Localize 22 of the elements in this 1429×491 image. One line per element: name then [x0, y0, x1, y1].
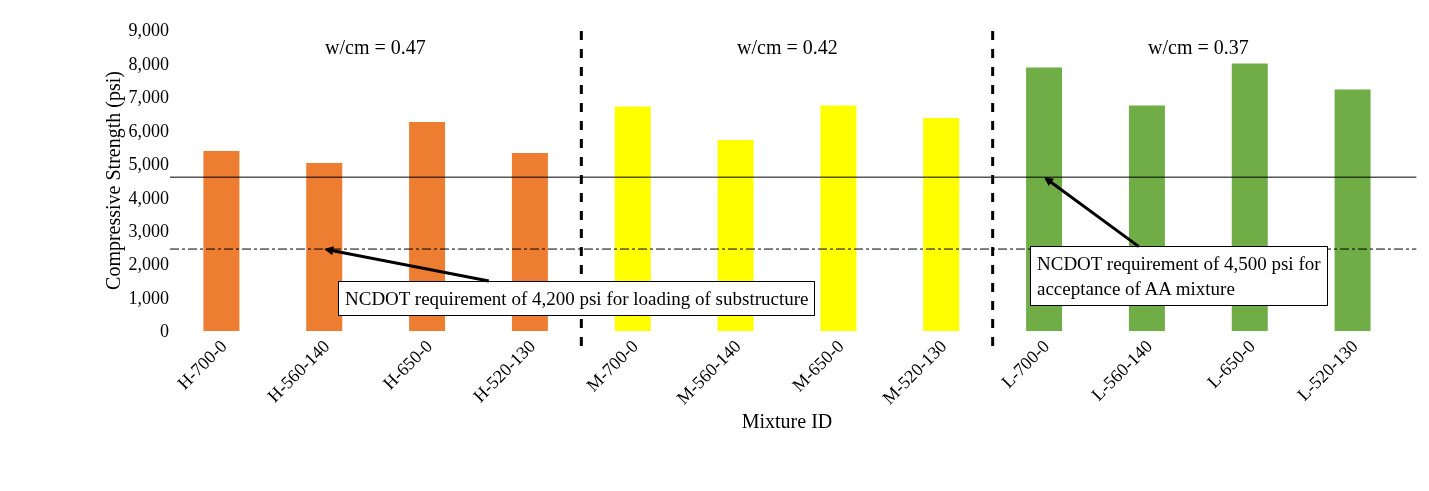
y-tick-label: 7,000 — [128, 87, 169, 108]
bar — [923, 117, 960, 331]
bar — [1334, 89, 1371, 331]
annotation: NCDOT requirement of 4,200 psi for loading of substructure — [345, 288, 809, 309]
y-tick-label: 6,000 — [128, 120, 169, 141]
y-tick-label: 5,000 — [128, 154, 169, 175]
y-tick-label: 2,000 — [128, 254, 169, 275]
bar — [306, 163, 343, 331]
y-tick-label: 4,000 — [128, 187, 169, 208]
annotation: NCDOT requirement of 4,500 psi for acceptance of AA mixture — [1037, 253, 1322, 299]
y-tick-label: 8,000 — [128, 53, 169, 74]
annotation: w/cm = 0.42 — [737, 36, 838, 58]
y-tick-label: 3,000 — [128, 220, 169, 241]
x-axis-title: Mixture ID — [741, 410, 833, 433]
bar — [203, 151, 240, 331]
y-tick-label: 0 — [160, 321, 169, 342]
y-tick-label: 1,000 — [128, 287, 169, 308]
y-tick-label: 9,000 — [128, 20, 169, 41]
annotation: w/cm = 0.47 — [325, 36, 426, 58]
annotation: w/cm = 0.37 — [1148, 36, 1249, 58]
y-axis-title: Compressive Strength (psi) — [102, 71, 125, 290]
bar — [820, 105, 857, 331]
